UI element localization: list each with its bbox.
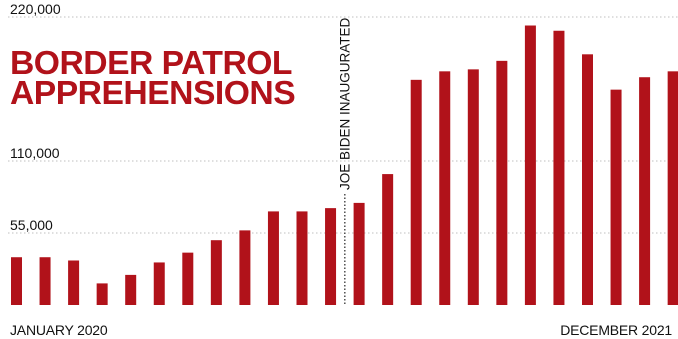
bar-0 — [11, 257, 22, 305]
y-tick-label-2: 55,000 — [10, 217, 53, 233]
bar-2 — [68, 260, 80, 305]
bar-4 — [125, 274, 137, 305]
bar-9 — [267, 211, 279, 305]
x-axis-start-label: JANUARY 2020 — [10, 322, 108, 338]
x-axis-end-label: DECEMBER 2021 — [560, 322, 672, 338]
chart-title-line-1: BORDER PATROL — [10, 44, 292, 81]
annotation-label: JOE BIDEN INAUGURATED — [337, 17, 352, 190]
bar-10 — [296, 211, 308, 305]
bar-19 — [553, 30, 565, 305]
chart-title: BORDER PATROL APPREHENSIONS — [10, 44, 296, 111]
y-tick-label-1: 110,000 — [10, 145, 60, 161]
bar-23 — [667, 71, 678, 305]
bar-5 — [153, 262, 165, 305]
bar-3 — [96, 283, 108, 305]
bar-14 — [410, 79, 422, 305]
chart-title-line-2: APPREHENSIONS — [10, 74, 296, 111]
bar-21 — [610, 89, 622, 306]
bar-8 — [239, 230, 251, 305]
bar-15 — [439, 71, 451, 305]
annotation-group: JOE BIDEN INAUGURATED — [337, 17, 352, 305]
y-tick-labels: 220,000 110,000 55,000 — [10, 1, 61, 233]
y-tick-label-0: 220,000 — [10, 1, 61, 17]
bars — [11, 25, 678, 306]
bar-12 — [353, 202, 365, 305]
bar-22 — [639, 77, 651, 305]
bar-17 — [496, 60, 508, 305]
bar-7 — [210, 240, 222, 305]
bar-13 — [382, 174, 394, 305]
bar-11 — [325, 208, 337, 305]
bar-16 — [467, 69, 479, 305]
bar-1 — [39, 257, 51, 305]
bar-6 — [182, 252, 194, 305]
bar-20 — [582, 54, 593, 306]
bar-18 — [524, 25, 536, 305]
